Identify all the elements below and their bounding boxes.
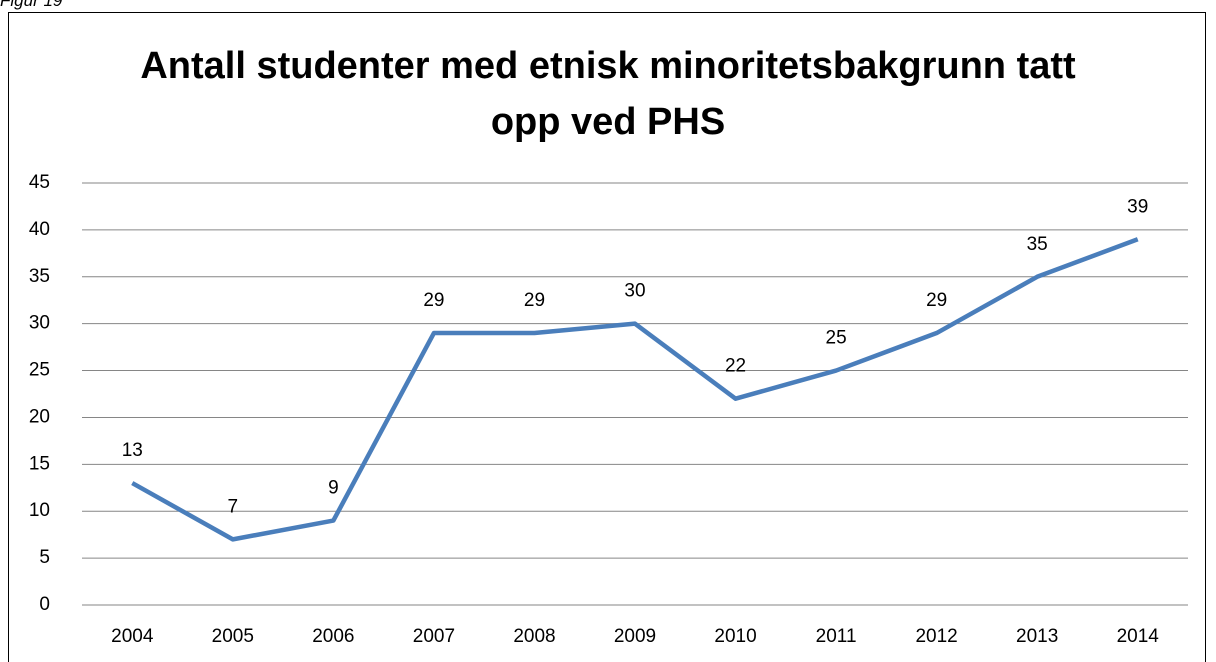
chart-title: Antall studenter med etnisk minoritetsba… [140, 45, 1076, 143]
y-tick-label: 5 [39, 547, 50, 568]
data-label: 29 [423, 290, 444, 311]
x-tick-label: 2014 [1117, 626, 1160, 647]
y-tick-label: 35 [29, 266, 50, 287]
data-label: 22 [725, 356, 746, 377]
data-label: 7 [228, 496, 239, 517]
y-tick-label: 15 [29, 453, 50, 474]
x-tick-label: 2013 [1016, 626, 1058, 647]
x-tick-label: 2004 [111, 626, 154, 647]
y-tick-label: 0 [39, 594, 50, 615]
y-tick-label: 25 [29, 360, 50, 381]
data-label: 29 [524, 290, 545, 311]
x-tick-label: 2009 [614, 626, 656, 647]
y-tick-label: 10 [29, 500, 50, 521]
y-tick-label: 20 [29, 406, 50, 427]
data-label: 39 [1127, 196, 1148, 217]
y-tick-label: 30 [29, 313, 50, 334]
y-tick-label: 45 [29, 172, 50, 193]
x-tick-label: 2006 [312, 626, 354, 647]
x-tick-label: 2012 [915, 626, 957, 647]
data-label: 9 [328, 478, 339, 499]
x-tick-label: 2005 [212, 626, 254, 647]
data-label: 25 [826, 328, 847, 349]
figure-caption: Figur 19 [0, 0, 63, 10]
x-tick-label: 2007 [413, 626, 455, 647]
x-tick-label: 2008 [513, 626, 555, 647]
data-label: 29 [926, 290, 947, 311]
data-label: 30 [624, 281, 645, 302]
data-label: 13 [122, 440, 143, 461]
data-line [131, 237, 1139, 542]
data-label: 35 [1027, 234, 1048, 255]
y-tick-label: 40 [29, 219, 50, 240]
x-tick-label: 2011 [816, 626, 857, 647]
x-tick-label: 2010 [714, 626, 756, 647]
chart-frame [8, 12, 1206, 662]
